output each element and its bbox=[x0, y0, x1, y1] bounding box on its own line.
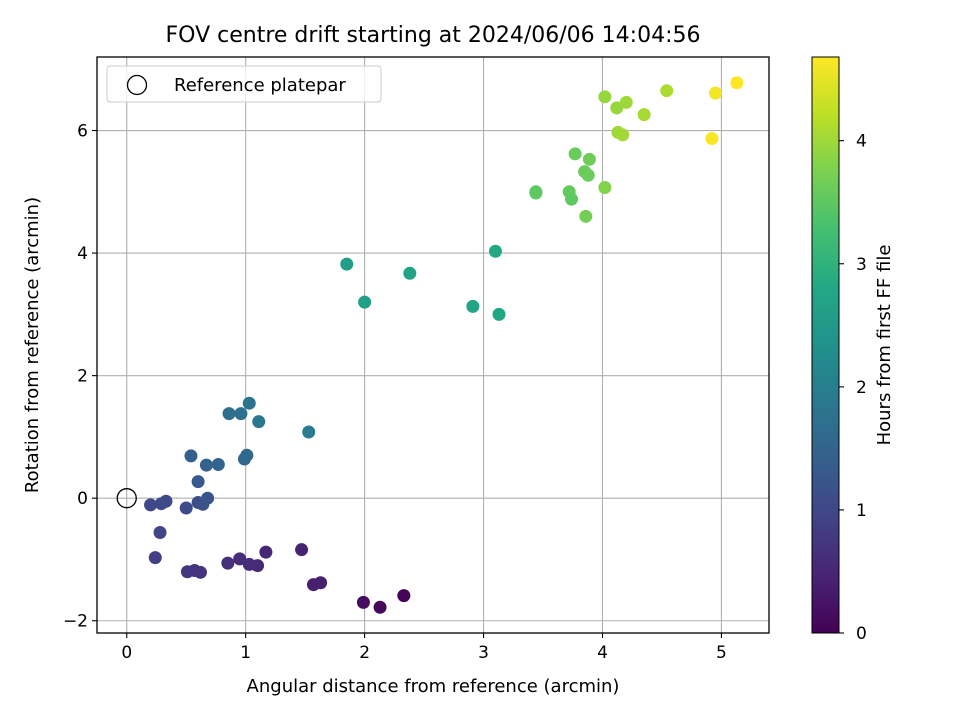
data-point bbox=[373, 600, 387, 614]
x-tick-label: 2 bbox=[359, 643, 370, 663]
data-point bbox=[184, 449, 198, 463]
legend-box bbox=[106, 65, 382, 103]
data-point bbox=[191, 475, 205, 489]
data-point bbox=[403, 266, 417, 280]
data-point bbox=[259, 545, 273, 559]
data-points bbox=[144, 76, 744, 614]
data-point bbox=[610, 101, 624, 115]
data-point bbox=[234, 407, 248, 421]
data-point bbox=[233, 552, 247, 566]
x-tick-label: 5 bbox=[716, 643, 727, 663]
data-point bbox=[153, 526, 167, 540]
y-axis-label: Rotation from reference (arcmin) bbox=[22, 197, 43, 493]
colorbar-tick-label: 2 bbox=[856, 378, 867, 398]
data-point bbox=[148, 551, 162, 565]
data-point bbox=[199, 458, 213, 472]
data-point bbox=[660, 84, 674, 98]
colorbar: 0 1 2 3 4 Hours from first FF file bbox=[811, 56, 895, 644]
chart-title: FOV centre drift starting at 2024/06/06 … bbox=[166, 23, 701, 48]
x-axis-label: Angular distance from reference (arcmin) bbox=[247, 676, 620, 697]
data-point bbox=[581, 168, 595, 182]
data-point bbox=[708, 86, 722, 100]
data-point bbox=[582, 152, 596, 166]
colorbar-label: Hours from first FF file bbox=[874, 245, 895, 446]
data-point bbox=[144, 498, 158, 512]
plot-frame bbox=[96, 56, 770, 634]
colorbar-ticks: 0 1 2 3 4 bbox=[839, 132, 867, 644]
data-point bbox=[492, 307, 506, 321]
colorbar-tick-label: 4 bbox=[856, 132, 867, 152]
x-tick-label: 0 bbox=[121, 643, 132, 663]
data-point bbox=[619, 95, 633, 109]
y-tick-label: 6 bbox=[77, 122, 88, 142]
data-point bbox=[180, 565, 194, 579]
data-point bbox=[637, 108, 651, 122]
x-tick-label: 3 bbox=[478, 643, 489, 663]
x-axis: 0 1 2 3 4 5 bbox=[121, 633, 727, 663]
data-point bbox=[579, 209, 593, 223]
data-point bbox=[201, 491, 215, 505]
data-point bbox=[159, 494, 173, 508]
data-point bbox=[306, 578, 320, 592]
data-point bbox=[565, 192, 579, 206]
data-point bbox=[568, 147, 582, 161]
y-tick-label: −2 bbox=[63, 612, 88, 632]
data-point bbox=[466, 299, 480, 313]
legend: Reference platepar bbox=[106, 65, 382, 103]
colorbar-tick-label: 1 bbox=[856, 501, 867, 521]
data-point bbox=[705, 131, 719, 145]
data-point bbox=[397, 589, 411, 603]
data-point bbox=[340, 257, 354, 271]
data-point bbox=[730, 76, 744, 90]
reference-marker-group bbox=[116, 488, 137, 509]
y-tick-label: 2 bbox=[77, 367, 88, 387]
data-point bbox=[488, 244, 502, 258]
data-point bbox=[358, 295, 372, 309]
legend-marker-icon bbox=[126, 74, 148, 96]
y-tick-label: 4 bbox=[77, 244, 88, 264]
y-tick-label: 0 bbox=[77, 489, 88, 509]
data-point bbox=[529, 186, 543, 200]
colorbar-tick-label: 3 bbox=[856, 255, 867, 275]
data-point bbox=[295, 543, 309, 557]
data-point bbox=[252, 415, 266, 429]
data-point bbox=[598, 90, 612, 104]
x-tick-label: 1 bbox=[240, 643, 251, 663]
data-point bbox=[242, 557, 256, 571]
reference-platepar-marker bbox=[116, 488, 137, 509]
data-point bbox=[356, 595, 370, 609]
data-point bbox=[598, 181, 612, 195]
legend-entry-reference: Reference platepar bbox=[174, 75, 346, 96]
data-point bbox=[221, 556, 235, 570]
data-point bbox=[211, 457, 225, 471]
y-axis: −2 0 2 4 6 bbox=[63, 122, 97, 632]
data-point bbox=[240, 448, 254, 462]
x-tick-label: 4 bbox=[597, 643, 608, 663]
data-point bbox=[222, 407, 236, 421]
data-point bbox=[616, 128, 630, 142]
data-point bbox=[242, 396, 256, 410]
colorbar-gradient bbox=[811, 56, 840, 634]
data-point bbox=[179, 501, 193, 515]
colorbar-tick-label: 0 bbox=[856, 624, 867, 644]
data-point bbox=[302, 425, 316, 439]
